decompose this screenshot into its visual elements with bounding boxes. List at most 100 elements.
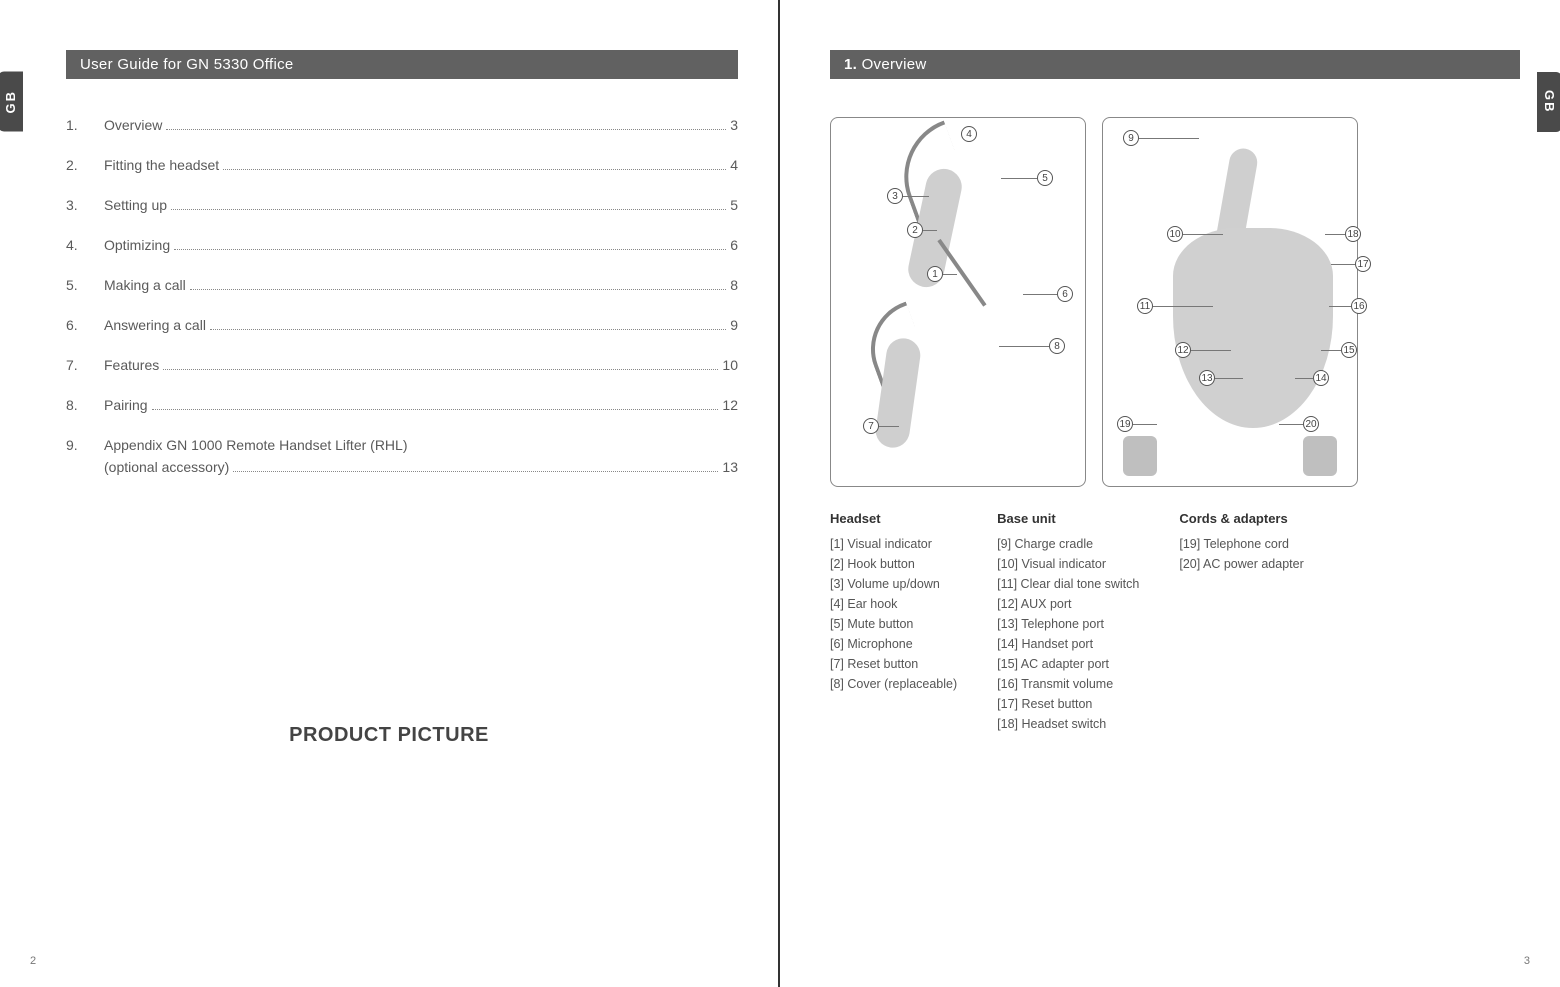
toc-num: 7.: [66, 357, 104, 373]
callout-line: [1139, 138, 1199, 139]
callout-number: 10: [1167, 226, 1183, 242]
legend-cords: Cords & adapters [19] Telephone cord[20]…: [1179, 509, 1303, 734]
legend-item: [18] Headset switch: [997, 714, 1139, 734]
callout-20: 20: [1279, 416, 1319, 432]
callout-number: 5: [1037, 170, 1053, 186]
legend-item: [5] Mute button: [830, 614, 957, 634]
callout-line: [999, 346, 1049, 347]
toc-row: 6.Answering a call9: [66, 317, 738, 333]
callout-5: 5: [1001, 170, 1053, 186]
legend-item: [14] Handset port: [997, 634, 1139, 654]
legend-item: [3] Volume up/down: [830, 574, 957, 594]
figure-base-unit: 91018171116121513141920: [1102, 117, 1358, 487]
callout-number: 7: [863, 418, 879, 434]
toc-page: 6: [730, 237, 738, 253]
callout-number: 16: [1351, 298, 1367, 314]
callout-line: [1279, 424, 1303, 425]
toc-text: Optimizing: [104, 237, 170, 253]
callout-18: 18: [1325, 226, 1361, 242]
toc-page: 10: [722, 357, 738, 373]
callout-line: [1329, 306, 1351, 307]
callout-number: 12: [1175, 342, 1191, 358]
callout-number: 15: [1341, 342, 1357, 358]
callout-line: [923, 230, 937, 231]
page-right: GB 1. Overview 45321687 9101817111612151…: [780, 0, 1560, 987]
callout-number: 20: [1303, 416, 1319, 432]
legend: Headset [1] Visual indicator[2] Hook but…: [830, 509, 1520, 734]
toc-num: 3.: [66, 197, 104, 213]
callout-line: [1215, 378, 1243, 379]
callout-line: [1331, 264, 1355, 265]
toc-row: 3.Setting up5: [66, 197, 738, 213]
page-number-right: 3: [1524, 955, 1530, 967]
legend-base-title: Base unit: [997, 509, 1139, 530]
legend-item: [20] AC power adapter: [1179, 554, 1303, 574]
legend-item: [16] Transmit volume: [997, 674, 1139, 694]
toc: 1.Overview32.Fitting the headset43.Setti…: [66, 117, 738, 475]
toc-text: Pairing: [104, 397, 148, 413]
callout-line: [1191, 350, 1231, 351]
callout-10: 10: [1167, 226, 1223, 242]
toc-row: 5.Making a call8: [66, 277, 738, 293]
legend-item: [11] Clear dial tone switch: [997, 574, 1139, 594]
callout-line: [1325, 234, 1345, 235]
legend-item: [1] Visual indicator: [830, 534, 957, 554]
section-title: Overview: [857, 56, 926, 73]
callout-number: 3: [887, 188, 903, 204]
callout-6: 6: [1023, 286, 1073, 302]
callout-line: [1153, 306, 1213, 307]
callout-number: 13: [1199, 370, 1215, 386]
page-number-left: 2: [30, 955, 36, 967]
callout-line: [1295, 378, 1313, 379]
toc-num: 2.: [66, 157, 104, 173]
gb-tab-left: GB: [0, 72, 23, 132]
legend-item: [2] Hook button: [830, 554, 957, 574]
callout-13: 13: [1199, 370, 1243, 386]
callout-line: [1001, 178, 1037, 179]
callout-9: 9: [1123, 130, 1199, 146]
callout-number: 2: [907, 222, 923, 238]
toc-num: 8.: [66, 397, 104, 413]
callout-number: 19: [1117, 416, 1133, 432]
toc-text: Overview: [104, 117, 162, 133]
toc-page: 12: [722, 397, 738, 413]
legend-base: Base unit [9] Charge cradle[10] Visual i…: [997, 509, 1139, 734]
toc-row: 8.Pairing 12: [66, 397, 738, 413]
toc-page: 13: [722, 459, 738, 475]
toc-num: 1.: [66, 117, 104, 133]
toc-row-sub: (optional accessory)13: [66, 459, 738, 475]
callout-number: 18: [1345, 226, 1361, 242]
callout-line: [943, 274, 957, 275]
product-picture-placeholder: PRODUCT PICTURE: [0, 724, 778, 747]
callout-line: [1023, 294, 1057, 295]
toc-page: 9: [730, 317, 738, 333]
callout-8: 8: [999, 338, 1065, 354]
callout-number: 17: [1355, 256, 1371, 272]
callout-4: 4: [961, 126, 977, 142]
legend-item: [7] Reset button: [830, 654, 957, 674]
callout-line: [1321, 350, 1341, 351]
base-shape: [1173, 228, 1333, 428]
legend-item: [15] AC adapter port: [997, 654, 1139, 674]
callout-number: 11: [1137, 298, 1153, 314]
legend-item: [9] Charge cradle: [997, 534, 1139, 554]
callout-number: 6: [1057, 286, 1073, 302]
callout-15: 15: [1321, 342, 1357, 358]
figures-row: 45321687 91018171116121513141920: [830, 117, 1520, 487]
callout-17: 17: [1331, 256, 1371, 272]
callout-11: 11: [1137, 298, 1213, 314]
callout-14: 14: [1295, 370, 1329, 386]
plug-left-shape: [1123, 436, 1157, 476]
callout-3: 3: [887, 188, 929, 204]
toc-row: 7.Features10: [66, 357, 738, 373]
callout-19: 19: [1117, 416, 1157, 432]
legend-cords-title: Cords & adapters: [1179, 509, 1303, 530]
legend-item: [17] Reset button: [997, 694, 1139, 714]
callout-number: 1: [927, 266, 943, 282]
callout-2: 2: [907, 222, 937, 238]
legend-item: [8] Cover (replaceable): [830, 674, 957, 694]
plug-right-shape: [1303, 436, 1337, 476]
callout-number: 14: [1313, 370, 1329, 386]
callout-12: 12: [1175, 342, 1231, 358]
callout-7: 7: [863, 418, 899, 434]
